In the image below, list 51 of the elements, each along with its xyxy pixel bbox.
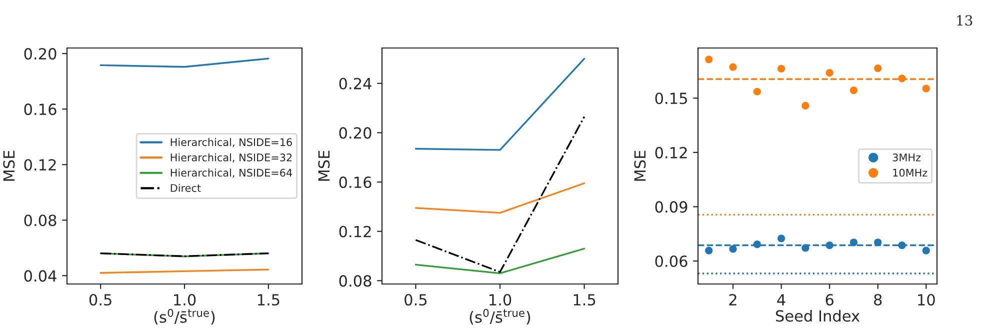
y-tick-label: 0.20 (24, 48, 56, 60)
x-tick-label: 1.5 (574, 294, 596, 306)
point (705, 246, 713, 254)
x-axis-title: (s$^{0}$/s̄$^{true}$) (154, 308, 215, 325)
point (777, 234, 786, 242)
x-axis-title: Seed Index (776, 310, 860, 322)
point (729, 63, 737, 71)
y-axis-title: MSE (634, 150, 646, 181)
x-tick-label: 8 (874, 294, 882, 306)
x-tick-label: 0.5 (89, 294, 112, 306)
x-tick-label: 1.0 (490, 294, 512, 306)
y-tick-label: 0.04 (24, 270, 56, 282)
point (826, 68, 834, 77)
y-tick-label: 0.24 (339, 78, 372, 90)
y-tick-label: 0.08 (339, 275, 372, 287)
x-tick-label: 6 (826, 294, 834, 306)
legend-label: Hierarchical, NSIDE=16 (170, 138, 292, 148)
point (922, 246, 930, 254)
point (850, 86, 858, 94)
point (802, 102, 810, 110)
legend-label: Hierarchical, NSIDE=64 (170, 168, 292, 178)
point (705, 56, 713, 64)
y-tick-label: 0.06 (655, 255, 688, 268)
point (753, 88, 761, 96)
y-tick-label: 0.16 (339, 176, 372, 188)
y-axis-title: MSE (3, 150, 15, 181)
point (922, 84, 930, 92)
y-tick-label: 0.12 (339, 226, 371, 238)
x-tick-label: 0.5 (404, 294, 427, 306)
point (729, 245, 737, 253)
point (874, 64, 882, 72)
y-tick-label: 0.16 (24, 104, 56, 116)
y-tick-label: 0.15 (655, 92, 687, 104)
legend-label: 3MHz (892, 154, 921, 162)
y-tick-label: 0.08 (24, 214, 56, 226)
legend-label: Direct (170, 184, 201, 192)
y-axis-title: MSE (318, 150, 330, 181)
text: 13 (957, 15, 972, 26)
point (777, 64, 786, 72)
x-axis-title: (s$^{0}$/s̄$^{true}$) (470, 308, 530, 325)
legend-label: Hierarchical, NSIDE=32 (170, 153, 292, 162)
x-tick-label: 2 (729, 294, 736, 306)
x-tick-label: 1.0 (174, 294, 196, 306)
x-tick-label: 1.5 (258, 294, 280, 306)
y-tick-label: 0.09 (655, 201, 688, 213)
x-tick-label: 10 (918, 294, 935, 306)
y-tick-label: 0.20 (339, 127, 372, 139)
x-tick-label: 4 (777, 294, 786, 306)
y-tick-label: 0.12 (655, 146, 687, 158)
legend-label: 10MHz (893, 168, 928, 177)
y-tick-label: 0.12 (24, 159, 56, 171)
